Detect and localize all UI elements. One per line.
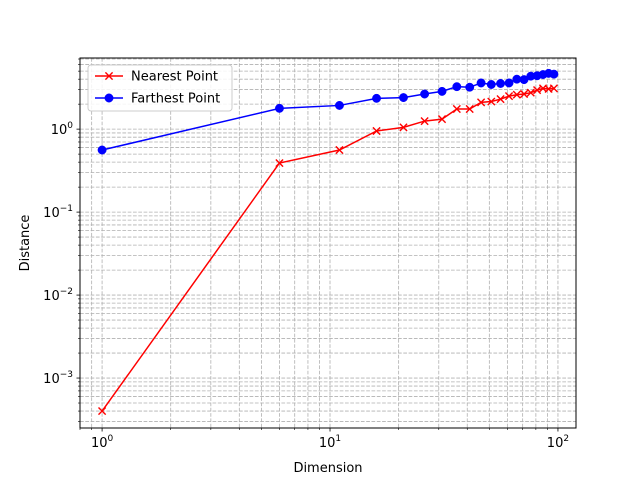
legend-farthest-point-marker: [104, 93, 114, 103]
farthest-point-marker: [496, 79, 506, 88]
nearest-point-marker: [420, 116, 429, 126]
nearest-point-marker: [504, 92, 514, 101]
y-tick-label: 10−1: [43, 204, 73, 221]
y-axis-label: Distance: [18, 215, 33, 272]
x-tick-label: 100: [91, 434, 114, 451]
farthest-point-marker: [549, 69, 559, 79]
nearest-point-marker-stroke: [437, 115, 447, 124]
farthest-point-marker: [476, 78, 486, 88]
data-series: [97, 68, 559, 416]
nearest-point-marker: [437, 115, 447, 124]
nearest-point-marker: [549, 84, 559, 93]
legend-nearest-point-label: Nearest Point: [131, 70, 218, 85]
x-tick-label: 102: [547, 434, 569, 451]
nearest-point-marker: [465, 104, 474, 114]
x-tick-label: 101: [319, 434, 341, 451]
farthest-point-marker: [97, 145, 107, 155]
nearest-point-marker-stroke: [420, 116, 429, 126]
nearest-point-marker-stroke: [465, 104, 474, 114]
legend-nearest-point-marker: [104, 71, 114, 81]
nearest-point-series: [97, 84, 559, 416]
nearest-point-marker-stroke: [97, 406, 107, 416]
nearest-point-marker-stroke: [532, 86, 542, 95]
nearest-point-marker-stroke: [335, 145, 344, 155]
nearest-point-marker: [519, 89, 529, 99]
farthest-point-marker: [372, 93, 381, 103]
legend-nearest-point-marker-stroke: [104, 71, 114, 81]
farthest-point-marker: [452, 82, 462, 92]
farthest-point-marker: [504, 78, 514, 88]
nearest-point-marker-stroke: [399, 123, 408, 132]
nearest-point-marker-stroke: [372, 126, 381, 136]
nearest-point-marker: [487, 97, 496, 106]
y-tick-label: 10−2: [43, 287, 73, 304]
nearest-point-marker-stroke: [512, 90, 521, 99]
nearest-point-marker-stroke: [476, 98, 486, 107]
nearest-point-marker: [399, 123, 408, 132]
axis-ticks: 100 101 102 10−3 10−2 10−1 100: [43, 58, 569, 451]
farthest-point-marker: [275, 103, 284, 113]
nearest-point-marker-stroke: [519, 89, 529, 99]
farthest-point-marker: [399, 93, 408, 103]
nearest-point-marker: [512, 90, 521, 99]
legend-box: [87, 64, 233, 112]
nearest-point-marker-stroke: [549, 84, 559, 93]
nearest-point-marker: [275, 158, 284, 168]
farthest-point-marker: [335, 100, 344, 110]
nearest-point-marker-stroke: [452, 104, 461, 114]
legend: Nearest Point Farthest Point: [87, 64, 233, 112]
nearest-point-marker: [97, 406, 107, 416]
farthest-point-marker: [420, 89, 430, 99]
nearest-point-marker-stroke: [544, 84, 553, 94]
nearest-point-marker-stroke: [487, 97, 496, 106]
x-axis-label: Dimension: [293, 461, 362, 476]
nearest-point-marker: [476, 98, 486, 107]
y-tick-label: 100: [51, 121, 74, 138]
nearest-point-marker: [526, 88, 535, 97]
nearest-point-marker-stroke: [504, 92, 514, 101]
farthest-point-marker: [437, 86, 447, 96]
farthest-point-marker: [465, 82, 475, 92]
nearest-point-marker: [532, 86, 542, 95]
legend-farthest-point-label: Farthest Point: [131, 92, 220, 107]
nearest-point-marker-stroke: [496, 95, 505, 104]
nearest-point-marker: [496, 95, 505, 104]
farthest-point-series: [97, 68, 559, 155]
nearest-point-marker: [335, 145, 344, 155]
nearest-point-marker-stroke: [526, 88, 535, 97]
nearest-point-marker-stroke: [275, 158, 284, 168]
nearest-point-marker: [372, 126, 381, 136]
y-tick-label: 10−3: [43, 370, 73, 387]
nearest-point-marker: [452, 104, 461, 114]
farthest-point-marker: [486, 80, 496, 89]
plot-area-frame: [79, 57, 577, 429]
